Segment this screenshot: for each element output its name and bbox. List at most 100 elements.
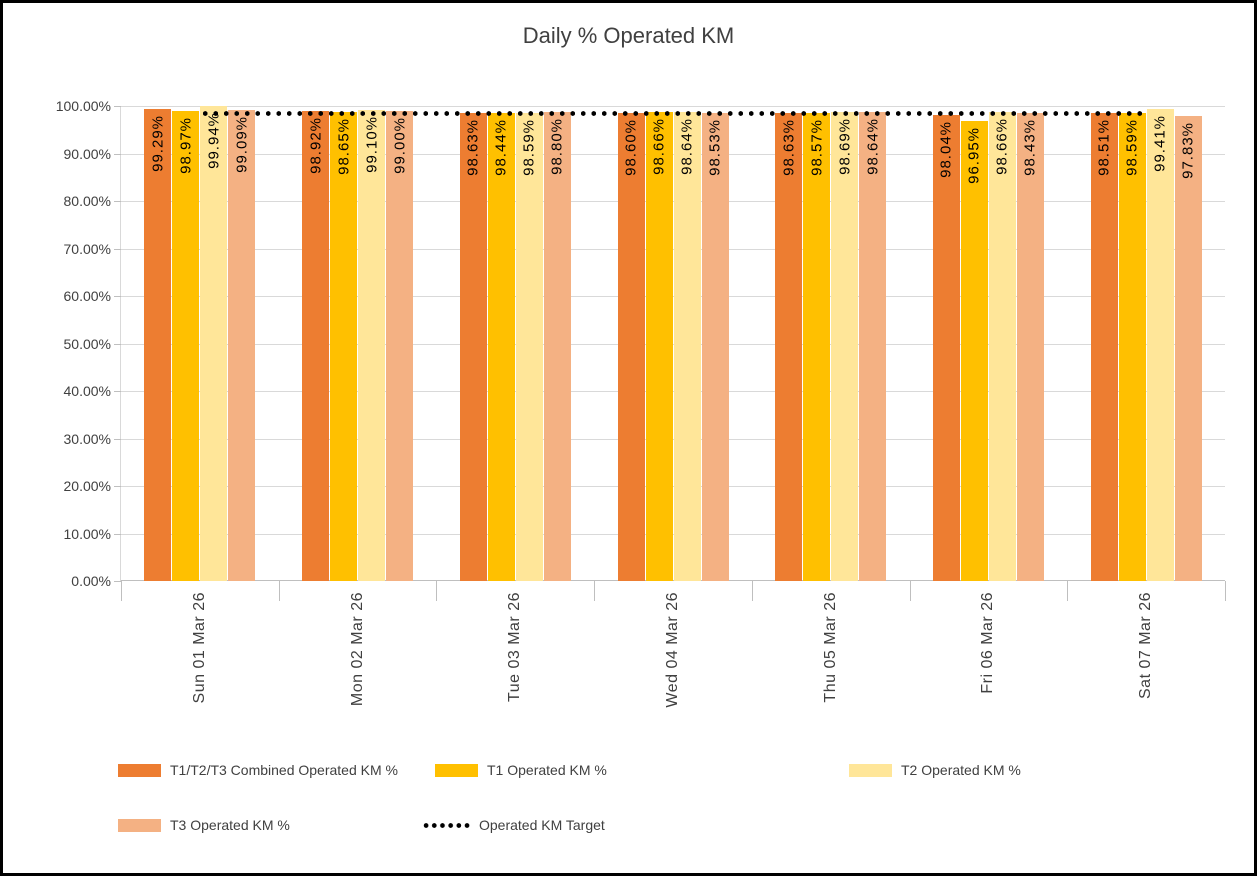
y-axis-tick-label: 60.00% [63, 288, 111, 304]
gridline [121, 391, 1225, 392]
legend-item-series-4[interactable]: T3 Operated KM % [118, 815, 290, 835]
bar-data-label: 98.63% [780, 118, 798, 176]
y-axis-tick-label: 70.00% [63, 240, 111, 257]
y-axis-tick-label: 0.00% [71, 573, 111, 589]
bar-data-label: 99.09% [233, 116, 251, 174]
y-axis-tick [114, 533, 121, 535]
y-axis-tick-label: 10.00% [63, 525, 111, 542]
x-axis-category-label: Mon 02 Mar 26 [348, 592, 366, 707]
bar-sat-series-1[interactable]: 98.51% [1090, 113, 1118, 581]
y-axis-tick [114, 153, 121, 155]
bar-mon-series-1[interactable]: 98.92% [302, 111, 330, 581]
y-axis-tick-label: 90.00% [63, 145, 111, 162]
y-axis-tick [114, 343, 121, 345]
bar-data-label: 98.64% [864, 118, 882, 176]
bar-fri-series-2[interactable]: 96.95% [960, 120, 988, 581]
gridline [121, 486, 1225, 487]
y-axis-tick [114, 296, 121, 297]
bar-sat-series-3[interactable]: 99.41% [1146, 108, 1174, 581]
gridline [121, 438, 1225, 440]
bar-thu-series-3[interactable]: 98.69% [831, 112, 859, 581]
bar-data-label: 98.44% [492, 119, 510, 177]
bar-fri-series-1[interactable]: 98.04% [932, 115, 960, 581]
bar-data-label: 98.57% [808, 118, 826, 176]
y-axis-tick-label: 40.00% [63, 383, 111, 399]
bar-data-label: 98.59% [1123, 118, 1141, 176]
legend-label: T2 Operated KM % [901, 762, 1021, 778]
legend-item-series-3[interactable]: T2 Operated KM % [849, 760, 1021, 780]
y-axis-tick-label: 100.00% [55, 98, 111, 114]
x-axis-tick [751, 581, 753, 601]
legend-label: T3 Operated KM % [170, 817, 290, 833]
legend-item-series-1[interactable]: T1/T2/T3 Combined Operated KM % [118, 760, 398, 780]
bar-tue-series-1[interactable]: 98.63% [459, 112, 487, 581]
bar-data-label: 98.63% [464, 118, 482, 176]
gridline [121, 106, 1225, 107]
bar-thu-series-2[interactable]: 98.57% [803, 112, 831, 581]
x-axis-category-label: Fri 06 Mar 26 [979, 592, 997, 694]
bar-tue-series-3[interactable]: 98.59% [515, 112, 543, 581]
bar-data-label: 96.95% [965, 126, 983, 184]
bar-data-label: 98.64% [678, 118, 696, 176]
bar-data-label: 99.00% [391, 116, 409, 174]
bar-data-label: 98.65% [335, 118, 353, 176]
bar-sun-series-1[interactable]: 99.29% [144, 109, 172, 581]
x-axis-tick [278, 581, 280, 601]
legend-swatch [118, 818, 161, 832]
y-axis-tick [114, 486, 121, 487]
gridline [121, 201, 1225, 202]
bar-data-label: 98.66% [650, 118, 668, 176]
bar-wed-series-4[interactable]: 98.53% [701, 112, 729, 581]
target-line [199, 110, 1147, 116]
x-axis-tick [909, 581, 911, 601]
legend-item-series-2[interactable]: T1 Operated KM % [435, 760, 607, 780]
x-axis-category-label: Tue 03 Mar 26 [506, 592, 524, 702]
legend-label: Operated KM Target [479, 817, 605, 833]
bar-sat-series-2[interactable]: 98.59% [1118, 112, 1146, 581]
bar-wed-series-2[interactable]: 98.66% [645, 112, 673, 581]
bar-wed-series-3[interactable]: 98.64% [673, 112, 701, 581]
y-axis-tick-label: 80.00% [63, 193, 111, 209]
bar-data-label: 98.60% [622, 118, 640, 176]
y-axis-tick [114, 581, 121, 582]
bar-data-label: 98.97% [177, 116, 195, 174]
legend-label: T1 Operated KM % [487, 762, 607, 778]
x-axis-tick [594, 581, 596, 601]
bar-sun-series-4[interactable]: 99.09% [228, 110, 256, 581]
x-axis-tick [121, 581, 122, 601]
bar-data-label: 98.04% [937, 121, 955, 179]
y-axis-tick-label: 50.00% [63, 335, 111, 352]
gridline [121, 533, 1225, 535]
chart-title: Daily % Operated KM [522, 23, 735, 48]
x-axis-line [121, 580, 1225, 581]
x-axis-tick [436, 581, 438, 601]
bar-fri-series-3[interactable]: 98.66% [988, 112, 1016, 581]
plot-area: 99.29% 98.97% 99.94% 99.09% 98.92% 98.65% 99.1… [120, 106, 1225, 581]
bar-wed-series-1[interactable]: 98.60% [617, 112, 645, 581]
bar-data-label: 98.59% [520, 118, 538, 176]
gridline [121, 248, 1225, 250]
bar-data-label: 98.69% [836, 118, 854, 176]
bar-sun-series-2[interactable]: 98.97% [172, 110, 200, 581]
x-axis-tick [1067, 581, 1069, 601]
bar-mon-series-3[interactable]: 99.10% [358, 110, 386, 581]
bar-thu-series-1[interactable]: 98.63% [775, 112, 803, 581]
y-axis-tick-label: 30.00% [63, 430, 111, 447]
legend-item-target[interactable]: Operated KM Target [422, 815, 605, 835]
legend-swatch [849, 763, 892, 777]
bar-tue-series-2[interactable]: 98.44% [487, 113, 515, 581]
bar-fri-series-4[interactable]: 98.43% [1016, 113, 1044, 581]
bar-mon-series-2[interactable]: 98.65% [330, 112, 358, 581]
bar-data-label: 98.66% [993, 118, 1011, 176]
x-axis-tick [1225, 581, 1226, 601]
legend-swatch [118, 763, 161, 777]
y-axis-tick [114, 106, 121, 107]
bar-sun-series-3[interactable]: 99.94% [200, 106, 228, 581]
bar-sat-series-4[interactable]: 97.83% [1174, 116, 1202, 581]
bar-thu-series-4[interactable]: 98.64% [859, 112, 887, 581]
bar-mon-series-4[interactable]: 99.00% [386, 110, 414, 581]
legend-label: T1/T2/T3 Combined Operated KM % [170, 762, 398, 778]
bar-tue-series-4[interactable]: 98.80% [543, 111, 571, 581]
bar-data-label: 98.53% [706, 118, 724, 176]
